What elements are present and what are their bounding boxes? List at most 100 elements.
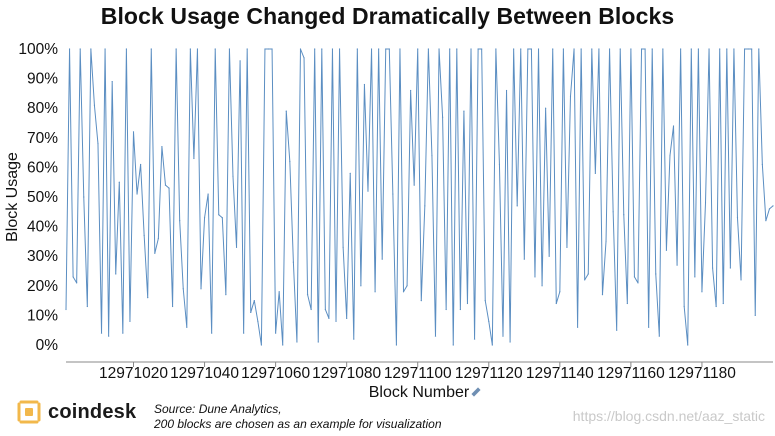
data-point bbox=[605, 240, 607, 242]
data-point bbox=[715, 305, 717, 308]
data-point bbox=[370, 48, 373, 50]
x-tick-label: 12971020 bbox=[99, 365, 168, 382]
data-point bbox=[623, 214, 625, 216]
data-point bbox=[694, 276, 696, 278]
y-tick-label: 90% bbox=[27, 71, 58, 88]
data-point bbox=[278, 291, 280, 293]
data-point bbox=[68, 48, 71, 50]
data-point bbox=[299, 48, 302, 50]
data-point bbox=[93, 104, 96, 106]
data-point bbox=[523, 258, 525, 260]
data-point bbox=[108, 335, 110, 337]
data-point bbox=[271, 48, 273, 50]
data-point bbox=[655, 273, 657, 275]
data-point bbox=[228, 48, 231, 50]
data-point bbox=[310, 308, 312, 311]
data-point bbox=[584, 279, 586, 281]
data-point bbox=[626, 302, 628, 305]
y-tick-label: 80% bbox=[27, 100, 58, 117]
data-point bbox=[466, 302, 469, 305]
data-point bbox=[520, 48, 522, 50]
y-tick-label: 40% bbox=[27, 219, 58, 236]
y-tick-label: 10% bbox=[27, 307, 58, 324]
y-tick-label: 0% bbox=[36, 337, 59, 354]
data-point bbox=[140, 163, 142, 166]
data-point bbox=[314, 48, 316, 50]
watermark: https://blog.csdn.net/aaz_static bbox=[572, 408, 765, 424]
data-point bbox=[545, 107, 547, 109]
data-point bbox=[488, 320, 490, 322]
data-point bbox=[207, 193, 209, 195]
data-point bbox=[402, 291, 405, 293]
data-point bbox=[338, 48, 341, 50]
data-point bbox=[612, 211, 614, 213]
data-point bbox=[317, 341, 319, 343]
data-point bbox=[392, 193, 394, 195]
data-point bbox=[182, 288, 184, 290]
data-point bbox=[552, 48, 554, 50]
data-point bbox=[420, 300, 422, 302]
data-point bbox=[573, 48, 575, 50]
data-point bbox=[608, 48, 611, 50]
x-tick-label: 12971120 bbox=[455, 365, 523, 382]
data-point bbox=[143, 234, 145, 237]
data-point bbox=[594, 172, 596, 174]
data-point bbox=[150, 48, 152, 50]
data-point bbox=[445, 308, 447, 311]
data-point bbox=[360, 285, 362, 287]
y-tick-label: 50% bbox=[27, 189, 58, 206]
data-point bbox=[669, 154, 671, 157]
data-point bbox=[79, 48, 81, 50]
data-point bbox=[129, 320, 131, 322]
data-point bbox=[161, 146, 163, 148]
data-point bbox=[534, 276, 536, 278]
data-point bbox=[452, 344, 454, 346]
data-point bbox=[672, 125, 675, 127]
data-point bbox=[665, 249, 668, 251]
data-point bbox=[640, 48, 643, 50]
data-point bbox=[740, 279, 742, 281]
data-point bbox=[125, 48, 127, 50]
data-point bbox=[253, 300, 255, 302]
data-point bbox=[598, 48, 600, 50]
data-point bbox=[729, 267, 731, 269]
x-tick-label: 12971060 bbox=[241, 365, 310, 382]
data-point bbox=[267, 48, 270, 50]
data-point bbox=[559, 291, 561, 293]
data-point bbox=[765, 220, 767, 222]
data-point bbox=[285, 110, 287, 112]
data-point bbox=[221, 217, 223, 219]
data-point bbox=[381, 258, 383, 260]
data-point bbox=[118, 181, 120, 183]
x-tick-label: 12971040 bbox=[170, 365, 239, 382]
data-point bbox=[758, 48, 760, 50]
data-point bbox=[697, 48, 699, 50]
data-point bbox=[189, 48, 191, 50]
data-point bbox=[353, 338, 355, 340]
data-point bbox=[168, 187, 170, 189]
data-point bbox=[772, 205, 774, 207]
data-point bbox=[399, 48, 401, 50]
data-point bbox=[644, 48, 646, 50]
data-point bbox=[100, 332, 103, 334]
data-point bbox=[484, 300, 486, 302]
y-axis: 0% 10% 20% 30% 40% 50% 60% 70% 80% 90% 100% bbox=[18, 41, 58, 354]
data-point bbox=[86, 305, 88, 308]
data-point bbox=[513, 48, 515, 50]
data-point bbox=[498, 163, 501, 166]
data-point bbox=[680, 48, 682, 50]
data-point bbox=[527, 48, 529, 50]
data-point bbox=[555, 302, 557, 305]
y-tick-label: 30% bbox=[27, 248, 58, 265]
data-point bbox=[434, 335, 437, 337]
data-point bbox=[250, 311, 252, 314]
data-point bbox=[566, 246, 568, 248]
data-point bbox=[406, 285, 408, 287]
data-point bbox=[502, 335, 504, 337]
data-point bbox=[363, 83, 366, 86]
data-point bbox=[193, 157, 195, 160]
data-point bbox=[633, 276, 636, 278]
data-point bbox=[154, 252, 156, 254]
data-point bbox=[239, 60, 241, 62]
data-point bbox=[132, 131, 135, 133]
